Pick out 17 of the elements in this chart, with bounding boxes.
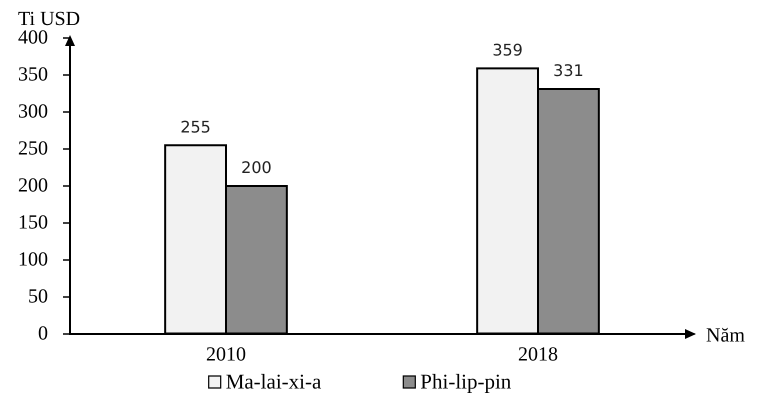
legend-label: Phi-lip-pin bbox=[420, 370, 512, 394]
data-label: 331 bbox=[553, 61, 584, 80]
y-tick-label: 250 bbox=[18, 137, 48, 160]
y-tick-label: 300 bbox=[18, 100, 48, 122]
data-label: 255 bbox=[180, 117, 211, 136]
y-tick-label: 150 bbox=[18, 211, 48, 234]
data-label: 359 bbox=[492, 40, 523, 60]
data-label: 200 bbox=[241, 158, 272, 178]
y-tick-label: 200 bbox=[18, 174, 48, 196]
x-tick-label: 2010 bbox=[206, 343, 246, 366]
y-tick-label: 100 bbox=[18, 248, 48, 270]
x-axis-title: Năm bbox=[706, 324, 746, 346]
y-tick-label: 350 bbox=[18, 63, 48, 86]
y-tick-label: 50 bbox=[28, 285, 48, 308]
x-tick-label: 2018 bbox=[518, 343, 558, 366]
legend-label: Ma-lai-xi-a bbox=[226, 370, 322, 394]
y-tick-label: 0 bbox=[38, 322, 48, 344]
